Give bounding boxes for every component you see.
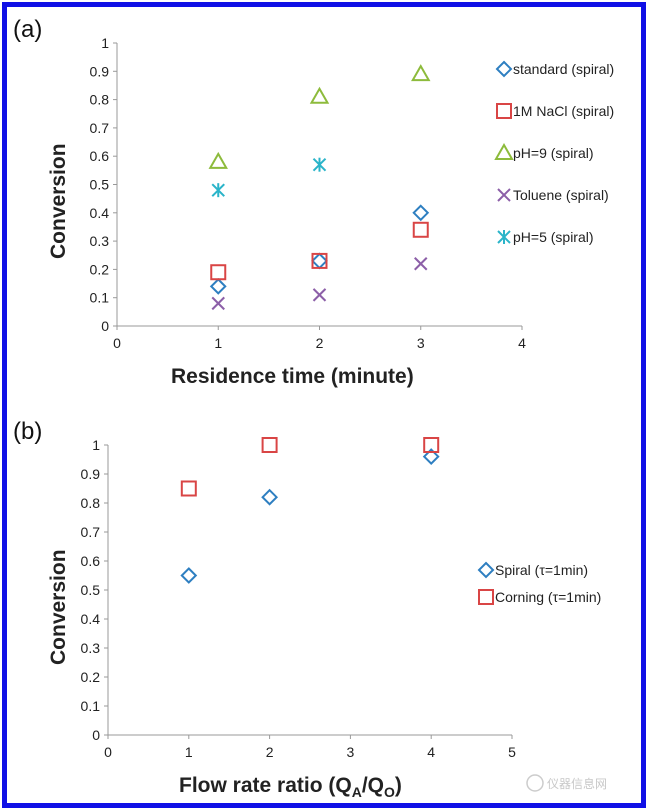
x-tick-label: 2 bbox=[316, 335, 324, 351]
legend-label: Spiral (τ=1min) bbox=[495, 562, 588, 578]
legend-label: pH=9 (spiral) bbox=[513, 145, 594, 161]
data-point bbox=[180, 567, 198, 584]
chart-a-y-axis-label: Conversion bbox=[47, 143, 70, 259]
y-tick-label: 0.2 bbox=[90, 261, 110, 277]
chart-a: 0 0.1 0.2 0.3 0.4 0.5 0.6 0.7 0.8 0.9 1 0 1 2 3 4 Resi… bbox=[47, 35, 614, 388]
data-point bbox=[211, 296, 225, 311]
watermark: 仪器信息网 bbox=[526, 774, 607, 792]
x-tick-label: 5 bbox=[508, 744, 516, 760]
data-point bbox=[311, 252, 328, 269]
legend-label: Toluene (spiral) bbox=[513, 187, 609, 203]
y-tick-label: 0.1 bbox=[81, 698, 101, 714]
chart-b-points bbox=[180, 437, 440, 584]
data-point bbox=[180, 480, 197, 497]
y-tick-label: 0.5 bbox=[81, 582, 101, 598]
data-point bbox=[209, 277, 227, 295]
legend-label: Corning (τ=1min) bbox=[495, 589, 601, 605]
legend-marker bbox=[497, 230, 511, 244]
y-tick-label: 0.8 bbox=[81, 495, 101, 511]
legend-marker bbox=[497, 188, 511, 202]
data-point bbox=[422, 448, 440, 466]
x-tick-label: 2 bbox=[266, 744, 274, 760]
data-point bbox=[414, 257, 428, 271]
watermark-text: 仪器信息网 bbox=[547, 776, 607, 791]
chart-b-y-axis-label: Conversion bbox=[47, 549, 70, 665]
legend-marker bbox=[495, 60, 513, 78]
data-point bbox=[211, 183, 225, 198]
legend-item: pH=5 (spiral) bbox=[497, 229, 594, 245]
y-tick-label: 0.7 bbox=[81, 524, 101, 540]
legend-marker bbox=[496, 103, 512, 119]
chart-a-y-tick-labels: 0 0.1 0.2 0.3 0.4 0.5 0.6 0.7 0.8 0.9 1 bbox=[90, 35, 110, 334]
chart-b-legend: Spiral (τ=1min) Corning (τ=1min) bbox=[477, 561, 601, 605]
x-tick-label: 3 bbox=[417, 335, 425, 351]
chart-b-axes bbox=[104, 444, 513, 739]
y-tick-label: 0.8 bbox=[90, 92, 110, 108]
legend-marker bbox=[494, 142, 514, 160]
x-tick-label: 4 bbox=[518, 335, 526, 351]
data-point bbox=[412, 204, 430, 222]
legend-marker bbox=[477, 561, 495, 579]
x-tick-label: 4 bbox=[427, 744, 435, 760]
legend-label: pH=5 (spiral) bbox=[513, 229, 594, 245]
legend-item: Corning (τ=1min) bbox=[478, 589, 601, 605]
y-tick-label: 0.9 bbox=[81, 466, 101, 482]
legend-item: 1M NaCl (spiral) bbox=[496, 103, 614, 119]
data-point bbox=[208, 151, 228, 169]
y-tick-label: 0.3 bbox=[81, 640, 101, 656]
chart-a-x-tick-labels: 0 1 2 3 4 bbox=[113, 335, 526, 351]
legend-label: 1M NaCl (spiral) bbox=[513, 103, 614, 119]
legend-label: standard (spiral) bbox=[513, 61, 614, 77]
legend-item: pH=9 (spiral) bbox=[494, 142, 594, 161]
y-tick-label: 0.6 bbox=[81, 553, 101, 569]
chart-b-y-tick-labels: 0 0.1 0.2 0.3 0.4 0.5 0.6 0.7 0.8 0.9 1 bbox=[81, 437, 101, 743]
y-tick-label: 0 bbox=[101, 318, 109, 334]
panel-a-label: (a) bbox=[13, 16, 42, 43]
chart-b-x-axis-label: Flow rate ratio (QA/QO) bbox=[179, 774, 402, 800]
x-tick-label: 1 bbox=[185, 744, 193, 760]
chart-a-axes bbox=[113, 42, 523, 330]
y-tick-label: 0.4 bbox=[90, 205, 110, 221]
y-tick-label: 0.4 bbox=[81, 611, 101, 627]
y-tick-label: 1 bbox=[101, 35, 109, 51]
legend-item: Spiral (τ=1min) bbox=[477, 561, 588, 579]
legend-item: standard (spiral) bbox=[495, 60, 614, 78]
legend-item: Toluene (spiral) bbox=[497, 187, 609, 203]
x-tick-label: 0 bbox=[113, 335, 121, 351]
data-point bbox=[412, 221, 429, 238]
chart-b: 0 0.1 0.2 0.3 0.4 0.5 0.6 0.7 0.8 0.9 1 0 1 2 3 4 5 Flo… bbox=[47, 437, 601, 800]
y-tick-label: 0.1 bbox=[90, 290, 110, 306]
y-tick-label: 0.3 bbox=[90, 233, 110, 249]
data-point bbox=[311, 252, 328, 270]
data-point bbox=[423, 437, 440, 453]
data-point bbox=[309, 86, 330, 104]
y-tick-label: 1 bbox=[92, 437, 100, 453]
figure-canvas: (a) (b) 0 0.1 0.2 0.3 0.4 0.5 0.6 0.7 0.8 0.9 1 0 1… bbox=[13, 16, 614, 800]
flask-logo-icon bbox=[526, 774, 544, 792]
y-tick-label: 0.9 bbox=[90, 63, 110, 79]
chart-a-points bbox=[208, 64, 431, 311]
chart-b-x-tick-labels: 0 1 2 3 4 5 bbox=[104, 744, 516, 760]
data-point bbox=[312, 288, 327, 302]
x-tick-label: 0 bbox=[104, 744, 112, 760]
legend-marker bbox=[478, 589, 494, 605]
chart-a-x-axis-label: Residence time (minute) bbox=[171, 365, 414, 388]
chart-a-legend: standard (spiral) 1M NaCl (spiral) pH=9 (s… bbox=[494, 60, 614, 245]
y-tick-label: 0.2 bbox=[81, 669, 101, 685]
y-tick-label: 0.7 bbox=[90, 120, 110, 136]
x-tick-label: 3 bbox=[347, 744, 355, 760]
data-point bbox=[261, 437, 278, 453]
x-tick-label: 1 bbox=[214, 335, 222, 351]
data-point bbox=[210, 264, 227, 281]
y-tick-label: 0.6 bbox=[90, 148, 110, 164]
panel-b-label: (b) bbox=[13, 418, 42, 445]
data-point bbox=[261, 488, 279, 506]
y-tick-label: 0 bbox=[92, 727, 100, 743]
y-tick-label: 0.5 bbox=[90, 177, 110, 193]
data-point bbox=[411, 64, 431, 82]
data-point bbox=[312, 157, 327, 172]
